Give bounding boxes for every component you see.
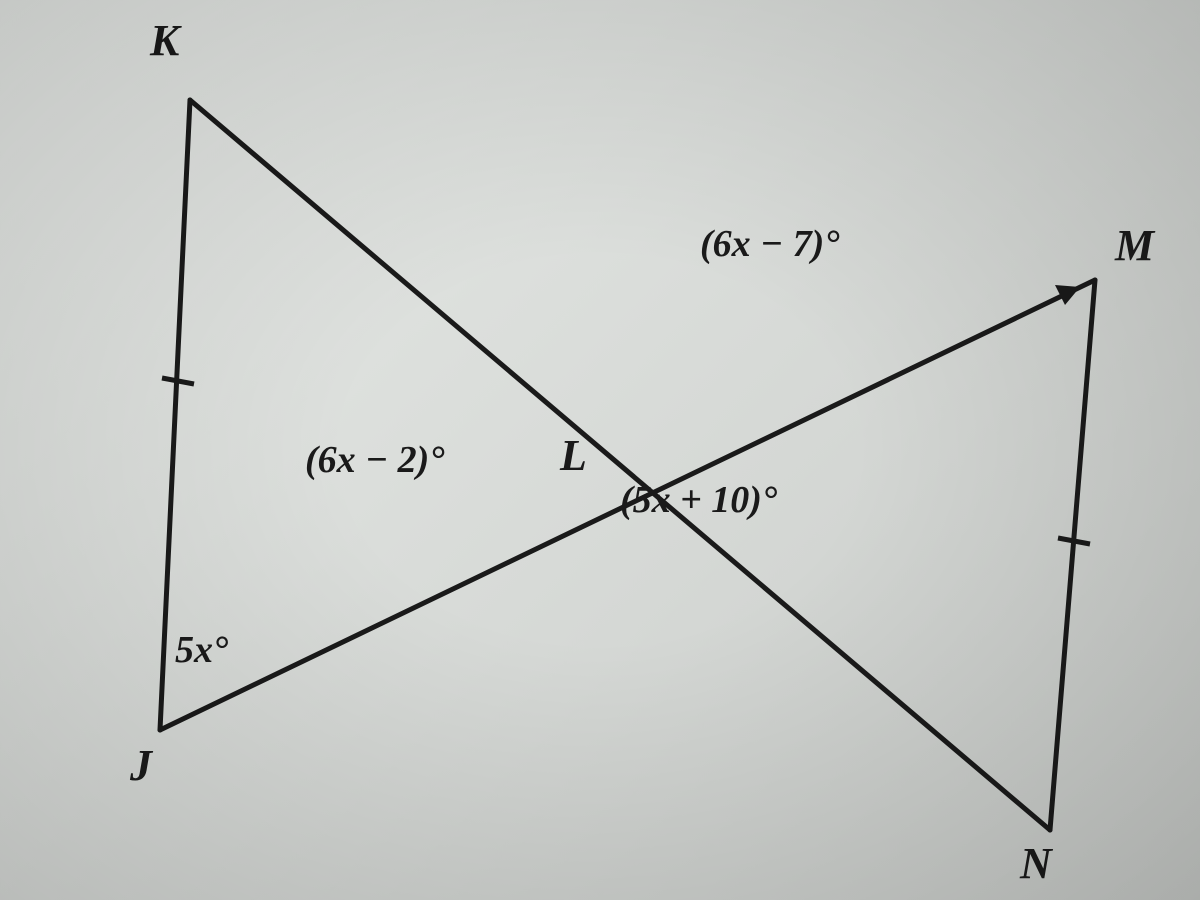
angle-MLN: (5x + 10)° <box>620 478 777 522</box>
angle-JLK: (6x − 2)° <box>305 438 445 482</box>
vertex-K: K <box>150 15 179 66</box>
geometry-diagram: K J M N L 5x° (6x − 2)° (5x + 10)° (6x −… <box>0 0 1200 900</box>
vertex-L: L <box>560 430 587 481</box>
vertex-M: M <box>1115 220 1154 271</box>
tick-JK <box>162 378 194 384</box>
vertex-N: N <box>1020 838 1052 889</box>
angle-J: 5x° <box>175 628 228 672</box>
angle-M: (6x − 7)° <box>700 222 840 266</box>
diagram-svg <box>0 0 1200 900</box>
tick-MN <box>1058 538 1090 544</box>
vertex-J: J <box>130 740 152 791</box>
edge-MN <box>1050 280 1095 830</box>
